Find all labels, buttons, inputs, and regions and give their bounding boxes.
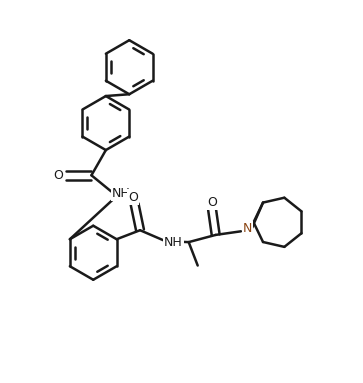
Text: NH: NH <box>112 187 131 200</box>
Text: O: O <box>128 191 138 204</box>
Text: N: N <box>243 222 252 235</box>
Text: O: O <box>207 196 217 209</box>
Text: O: O <box>53 169 63 182</box>
Text: NH: NH <box>164 236 183 249</box>
